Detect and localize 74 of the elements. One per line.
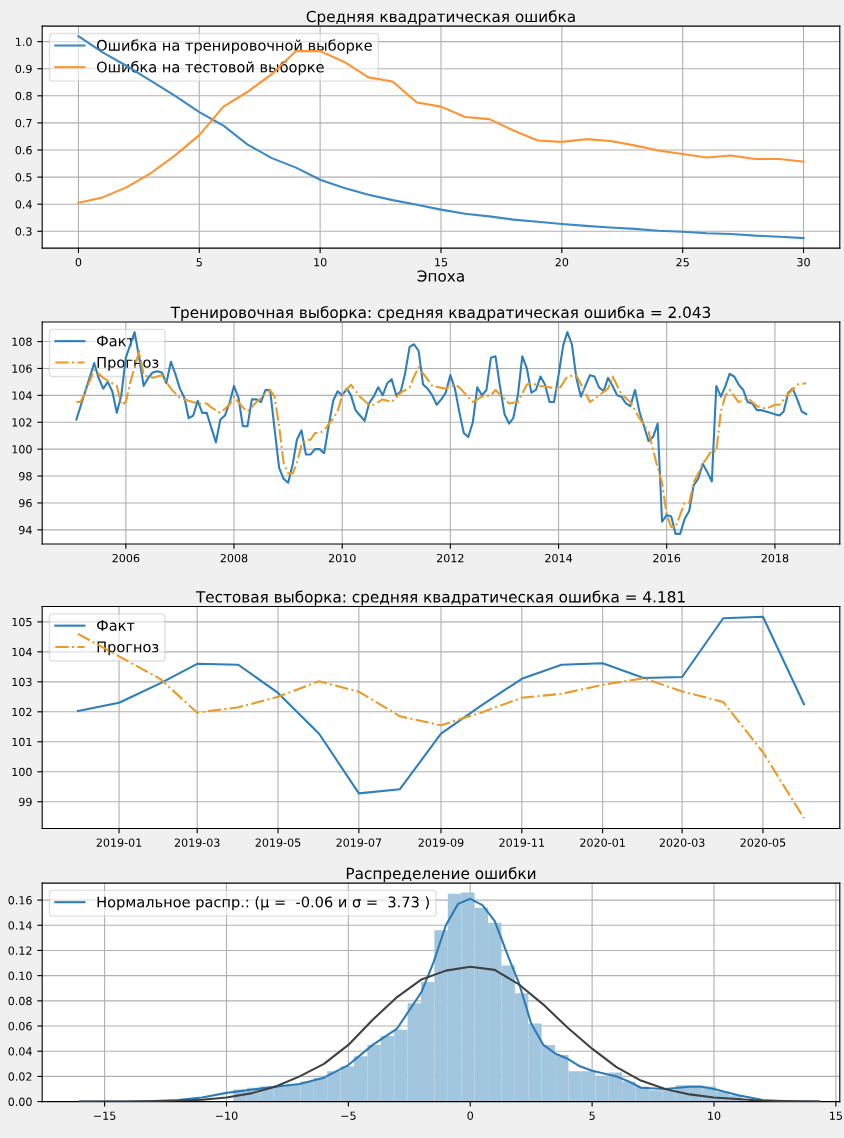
y-tick-label: 0.4 <box>15 200 32 209</box>
x-tick-label: 25 <box>676 258 689 267</box>
x-tick-label: 15 <box>435 258 448 267</box>
y-tick-label: 98 <box>19 472 32 481</box>
x-tick-label: 0 <box>75 258 82 267</box>
x-tick-label: 2012 <box>436 553 464 563</box>
x-tick-label: 2006 <box>112 553 140 563</box>
chart-title: Тестовая выборка: средняя квадратическая ошибка = 4.181 <box>195 590 685 606</box>
x-tick-label: 5 <box>589 1111 595 1120</box>
x-tick-label: −10 <box>215 1111 238 1120</box>
x-tick-label: 10 <box>708 1111 721 1120</box>
x-axis-title: Эпоха <box>417 270 464 282</box>
x-tick-label: 2019-07 <box>336 838 382 847</box>
y-tick-label: 104 <box>12 647 32 657</box>
y-tick-label: 0.3 <box>15 227 32 236</box>
legend-label: Ошибка на тренировочной выборке <box>96 39 372 54</box>
line-series <box>76 615 806 795</box>
y-tick-label: 102 <box>12 418 32 427</box>
legend-label: Прогноз <box>97 641 159 656</box>
x-tick-label: 2010 <box>328 553 356 563</box>
x-tick-label: 2014 <box>545 553 573 563</box>
y-tick-label: 0.04 <box>8 1047 32 1056</box>
x-tick-label: 2019-09 <box>418 838 464 847</box>
chart-title: Средняя квадратическая ошибка <box>306 10 575 26</box>
y-tick-label: 100 <box>12 767 32 777</box>
y-tick-label: 103 <box>12 677 32 687</box>
x-tick-label: 2020-01 <box>580 838 625 847</box>
y-tick-label: 0.12 <box>8 946 32 955</box>
y-tick-label: 100 <box>12 445 32 454</box>
y-tick-label: 0.9 <box>15 64 32 74</box>
x-tick-label: 2019-01 <box>96 838 142 847</box>
y-tick-label: 94 <box>19 525 32 535</box>
x-tick-label: 0 <box>467 1111 474 1120</box>
y-tick-label: 0.06 <box>8 1022 32 1031</box>
y-tick-label: 0.02 <box>8 1072 32 1081</box>
y-tick-label: 96 <box>19 498 32 508</box>
y-tick-label: 105 <box>12 617 32 627</box>
y-tick-label: 0.7 <box>15 118 32 128</box>
x-tick-label: −15 <box>94 1111 116 1120</box>
x-tick-label: 2018 <box>761 553 789 563</box>
y-tick-label: 102 <box>12 707 32 717</box>
y-tick-label: 104 <box>12 391 32 400</box>
x-tick-label: 2019-03 <box>174 838 220 847</box>
y-tick-label: 101 <box>12 737 32 747</box>
y-tick-label: 0.00 <box>8 1097 32 1106</box>
line-series <box>76 632 806 820</box>
x-tick-label: 2008 <box>220 553 248 563</box>
x-tick-label: 2020-05 <box>740 838 786 847</box>
line-series <box>77 35 805 240</box>
x-tick-label: 2019-05 <box>255 838 301 847</box>
y-tick-label: 0.08 <box>8 996 32 1006</box>
x-tick-label: 2016 <box>653 553 681 563</box>
x-tick-label: 20 <box>555 258 569 267</box>
y-tick-label: 0.6 <box>15 145 32 155</box>
chart-title: Тренировочная выборка: средняя квадратическая ошибка = 2.043 <box>170 306 711 322</box>
x-tick-label: 5 <box>196 258 202 267</box>
y-tick-label: 0.16 <box>8 896 32 905</box>
y-tick-label: 1.0 <box>16 37 32 46</box>
y-tick-label: 0.8 <box>15 91 32 101</box>
x-tick-label: 2020-03 <box>659 838 705 847</box>
y-tick-label: 106 <box>12 364 32 373</box>
legend-label: Факт <box>97 620 135 631</box>
y-tick-label: 99 <box>19 797 32 807</box>
x-tick-label: 10 <box>314 258 327 267</box>
chart-title: Распределение ошибки <box>346 867 536 883</box>
y-tick-label: 0.5 <box>15 173 32 182</box>
x-tick-label: 30 <box>797 258 810 267</box>
y-tick-label: 108 <box>12 337 32 346</box>
y-tick-label: 0.14 <box>8 921 32 930</box>
legend-label: Нормальное распр.: (μ = -0.06 и σ = 3.73 ) <box>97 896 429 911</box>
x-tick-label: −5 <box>341 1111 356 1120</box>
y-tick-label: 0.10 <box>8 971 32 981</box>
x-tick-label: 15 <box>830 1111 842 1120</box>
x-tick-label: 2019-11 <box>499 838 544 847</box>
